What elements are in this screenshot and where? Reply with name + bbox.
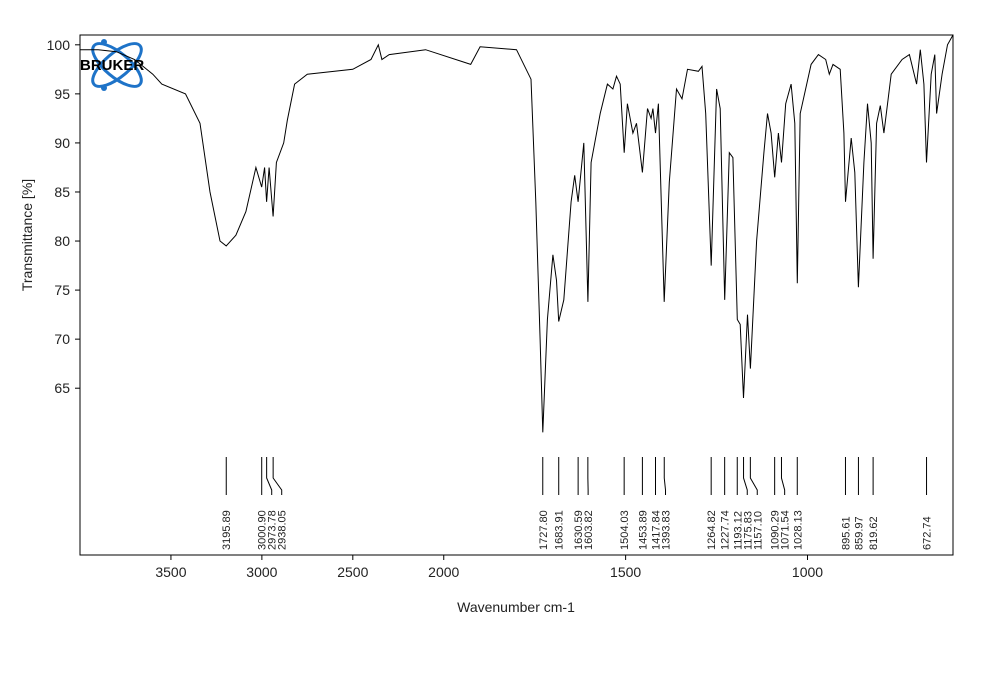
x-axis-label: Wavenumber cm-1 [457,599,575,615]
y-tick-label: 65 [54,380,70,396]
peak-label: 1157.10 [752,511,764,550]
peak-marker [266,457,273,495]
peak-label: 1090.29 [770,510,782,550]
x-tick-label: 3500 [155,564,186,580]
peak-label: 3195.89 [221,510,233,550]
logo-dot [101,39,107,45]
logo-orbit [91,42,143,88]
y-tick-label: 95 [54,86,70,102]
peak-marker [743,457,748,495]
peak-label: 2973.78 [267,510,279,550]
logo: BRUKER [80,39,144,91]
peak-label: 1028.13 [792,510,804,550]
peak-label: 2938.05 [277,510,289,550]
x-tick-label: 2000 [428,564,459,580]
y-tick-label: 70 [54,331,70,347]
peak-label: 3000.90 [257,510,269,550]
logo-dot [101,85,107,91]
peak-marker [749,457,758,495]
x-tick-label: 3000 [246,564,277,580]
peak-label: 1264.82 [706,510,718,550]
peak-label: 1175.83 [742,511,754,550]
peak-label: 1603.82 [583,510,595,550]
peak-label: 819.62 [868,516,880,550]
x-tick-label: 1500 [610,564,641,580]
peak-label: 1417.84 [651,510,663,550]
x-tick-label: 1000 [792,564,823,580]
y-tick-label: 75 [54,282,70,298]
peak-label: 895.61 [840,516,852,550]
spectrum-line [80,34,954,433]
peak-label: 1504.03 [619,510,631,550]
peak-label: 1683.91 [554,510,566,550]
peak-label: 1453.89 [637,510,649,550]
peak-label: 859.97 [853,516,865,550]
peak-label: 672.74 [922,516,934,550]
peak-label: 1393.83 [661,510,673,550]
y-axis-label: Transmittance [%] [19,179,35,291]
peak-marker [780,457,786,495]
peak-marker [272,457,283,495]
y-tick-label: 85 [54,184,70,200]
peak-label: 1630.59 [573,510,585,550]
peak-label: 1193.12 [732,511,744,550]
y-tick-label: 90 [54,135,70,151]
peak-marker [663,457,667,495]
logo-orbit [91,42,143,88]
peak-label: 1071.54 [780,510,792,550]
y-tick-label: 100 [47,37,71,53]
plot-frame [79,34,954,556]
peak-label: 1727.80 [538,510,550,550]
y-tick-label: 80 [54,233,70,249]
peak-label: 1227.74 [720,510,732,550]
logo-text: BRUKER [80,57,144,74]
x-tick-label: 2500 [337,564,368,580]
